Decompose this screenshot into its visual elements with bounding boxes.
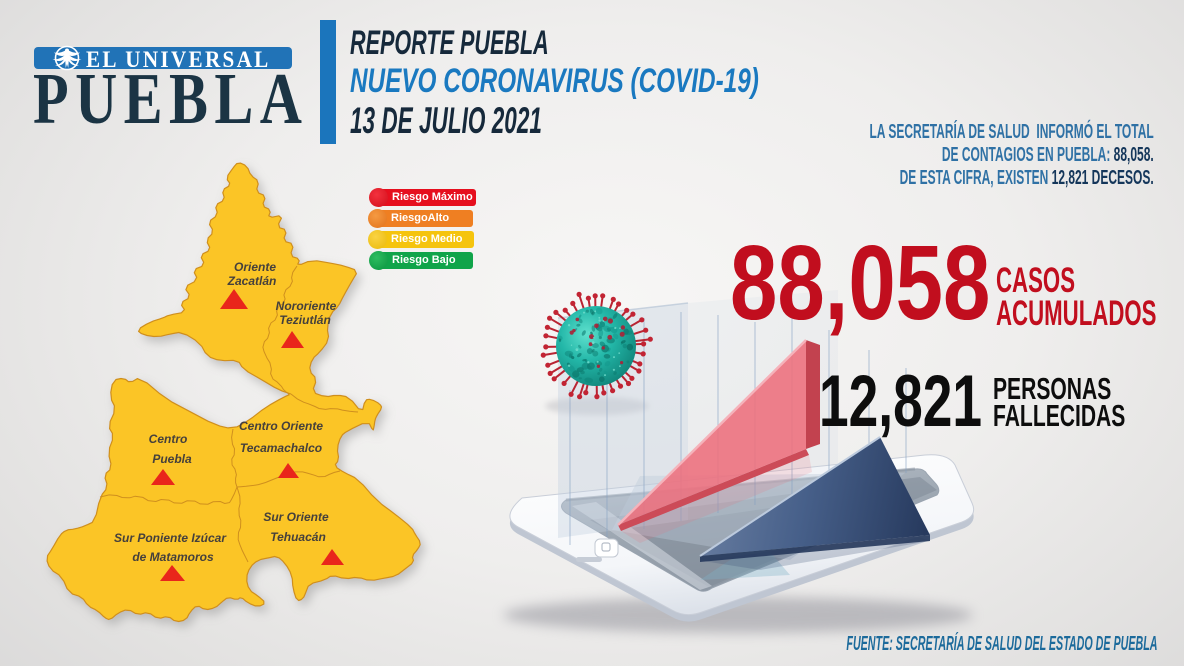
svg-text:Centro: Centro xyxy=(149,432,188,446)
svg-text:Zacatlán: Zacatlán xyxy=(227,274,277,288)
svg-text:Sur Poniente Izúcar: Sur Poniente Izúcar xyxy=(114,531,227,545)
svg-text:Centro Oriente: Centro Oriente xyxy=(239,419,323,433)
svg-text:Puebla: Puebla xyxy=(152,452,192,466)
svg-text:Sur Oriente: Sur Oriente xyxy=(263,510,329,524)
svg-text:de Matamoros: de Matamoros xyxy=(132,550,214,564)
svg-text:Tecamachalco: Tecamachalco xyxy=(240,441,322,455)
svg-text:Oriente: Oriente xyxy=(234,260,276,274)
svg-text:Nororiente: Nororiente xyxy=(276,299,337,313)
svg-text:Tehuacán: Tehuacán xyxy=(270,530,326,544)
svg-text:Teziutlán: Teziutlán xyxy=(279,313,331,327)
